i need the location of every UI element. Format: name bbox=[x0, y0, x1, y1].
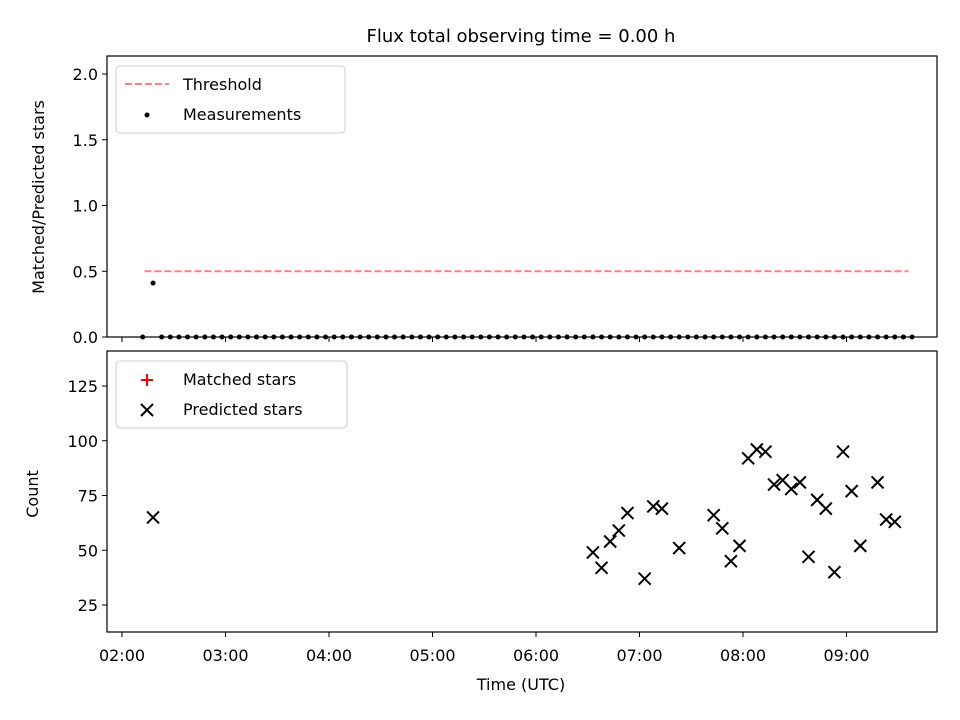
x-tick-label: 08:00 bbox=[720, 646, 766, 665]
bottom-y-tick-label: 75 bbox=[78, 487, 98, 506]
chart-title: Flux total observing time = 0.00 h bbox=[367, 26, 676, 47]
top-y-tick-label: 1.5 bbox=[73, 131, 98, 150]
top-x-axis bbox=[121, 337, 847, 342]
x-axis-label: Time (UTC) bbox=[476, 675, 565, 694]
x-tick-label: 05:00 bbox=[409, 646, 455, 665]
predicted-star-point bbox=[612, 523, 626, 538]
bottom-y-tick-label: 100 bbox=[67, 432, 98, 451]
top-panel-marks bbox=[140, 270, 915, 340]
bottom-y-tick-label: 125 bbox=[67, 377, 98, 396]
bottom-panel-marks bbox=[146, 442, 902, 586]
predicted-star-point bbox=[603, 534, 617, 549]
predicted-star-point bbox=[637, 572, 652, 586]
legend-predicted-swatch bbox=[140, 403, 154, 417]
x-tick-label: 03:00 bbox=[202, 646, 248, 665]
top-legend: Threshold Measurements bbox=[115, 65, 346, 134]
legend-threshold-label: Threshold bbox=[182, 75, 262, 94]
legend-matched-swatch bbox=[141, 374, 153, 386]
top-y-axis-label: Matched/Predicted stars bbox=[29, 100, 48, 294]
top-y-tick-label: 0.5 bbox=[73, 262, 98, 281]
predicted-star-point bbox=[801, 550, 816, 564]
predicted-star-point bbox=[793, 475, 807, 490]
predicted-star-point bbox=[836, 444, 850, 459]
predicted-star-point bbox=[870, 475, 885, 490]
top-y-tick-label: 0.0 bbox=[73, 328, 98, 347]
top-legend-box bbox=[115, 65, 346, 134]
predicted-star-point bbox=[146, 510, 160, 525]
predicted-star-point bbox=[620, 506, 635, 520]
predicted-star-point bbox=[767, 477, 781, 492]
x-tick-label: 07:00 bbox=[616, 646, 662, 665]
predicted-star-point bbox=[732, 539, 747, 553]
x-tick-label: 06:00 bbox=[513, 646, 559, 665]
top-y-axis: 0.0 0.5 1.0 1.5 2.0 bbox=[73, 65, 107, 347]
predicted-star-point bbox=[724, 554, 738, 568]
predicted-star-point bbox=[758, 444, 773, 459]
predicted-star-point bbox=[594, 561, 609, 575]
measurement-point bbox=[150, 280, 156, 286]
bottom-plot-frame bbox=[106, 350, 938, 633]
predicted-star-point bbox=[888, 515, 902, 529]
x-tick-label: 04:00 bbox=[306, 646, 352, 665]
predicted-star-point bbox=[655, 501, 669, 516]
predicted-star-point bbox=[853, 539, 868, 553]
x-tick-label: 02:00 bbox=[99, 646, 145, 665]
predicted-star-point bbox=[879, 512, 893, 527]
x-tick-label: 09:00 bbox=[823, 646, 869, 665]
legend-matched-label: Matched stars bbox=[183, 370, 296, 389]
predicted-star-point bbox=[706, 508, 721, 522]
top-plot-frame bbox=[106, 55, 938, 338]
legend-predicted-label: Predicted stars bbox=[183, 400, 303, 419]
top-y-tick-label: 2.0 bbox=[73, 65, 98, 84]
predicted-star-point bbox=[784, 482, 799, 496]
predicted-star-point bbox=[715, 521, 730, 536]
bottom-x-axis: 02:00 03:00 04:00 05:00 06:00 07:00 08:00 09:00 bbox=[99, 632, 870, 665]
predicted-star-point bbox=[586, 545, 600, 560]
top-y-tick-label: 1.0 bbox=[73, 197, 98, 216]
predicted-star-point bbox=[672, 541, 686, 555]
bottom-y-tick-label: 25 bbox=[78, 596, 98, 615]
bottom-legend: Matched stars Predicted stars bbox=[115, 360, 348, 429]
legend-measurements-swatch bbox=[144, 112, 150, 118]
legend-measurements-label: Measurements bbox=[183, 105, 301, 124]
bottom-y-axis: 25 50 75 100 125 bbox=[67, 377, 107, 615]
bottom-y-tick-label: 50 bbox=[78, 541, 98, 560]
predicted-star-point bbox=[750, 442, 764, 457]
predicted-star-point bbox=[819, 501, 833, 516]
predicted-star-point bbox=[827, 565, 842, 579]
bottom-legend-box bbox=[115, 360, 348, 429]
predicted-star-point bbox=[844, 484, 859, 498]
predicted-star-point bbox=[646, 499, 661, 514]
bottom-y-axis-label: Count bbox=[23, 470, 42, 518]
